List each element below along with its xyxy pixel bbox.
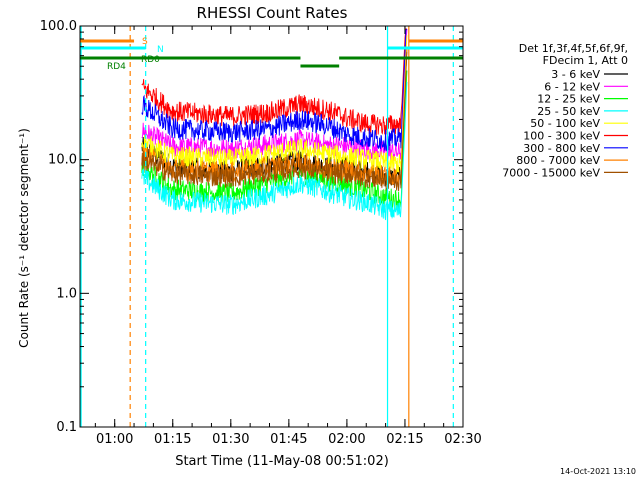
- legend-label-5: 100 - 300 keV: [523, 130, 600, 143]
- footer-date: 14-Oct-2021 13:10: [560, 467, 636, 476]
- legend-header-0: Det 1f,3f,4f,5f,6f,9f,: [519, 42, 628, 55]
- flag-label-3: RD0: [141, 55, 160, 65]
- legend-label-7: 800 - 7000 keV: [516, 154, 600, 167]
- y-tick-label-1: 1.0: [56, 286, 77, 301]
- legend-header-1: FDecim 1, Att 0: [543, 54, 628, 67]
- chart-title: RHESSI Count Rates: [197, 4, 348, 22]
- series-line-3: [141, 81, 408, 221]
- flag-label-0: S: [142, 37, 148, 47]
- series-line-8: [141, 51, 408, 192]
- y-tick-label-2: 10.0: [48, 153, 77, 168]
- flag-label-2: RD4: [107, 62, 126, 72]
- legend-label-2: 12 - 25 keV: [537, 93, 600, 106]
- x-tick-label-3: 01:45: [270, 432, 307, 447]
- x-axis-label: Start Time (11-May-08 00:51:02): [175, 454, 389, 469]
- series-line-4: [141, 35, 408, 174]
- y-tick-label-0: 0.1: [56, 420, 77, 435]
- x-tick-label-1: 01:15: [154, 432, 191, 447]
- plot-frame: [79, 25, 464, 428]
- x-tick-label-5: 02:15: [386, 432, 423, 447]
- y-axis-label: Count Rate (s⁻¹ detector segment⁻¹): [17, 128, 31, 348]
- legend-label-8: 7000 - 15000 keV: [502, 166, 600, 179]
- series-line-5: [141, 28, 407, 136]
- flag-label-1: N: [157, 45, 164, 55]
- legend-label-0: 3 - 6 keV: [551, 68, 600, 81]
- axes: 01:00 01:15 01:30 01:45 02:00 02:15 02:30 0.1 1.…: [40, 19, 482, 447]
- x-tick-label-4: 02:00: [328, 432, 365, 447]
- legend-label-6: 300 - 800 keV: [523, 142, 600, 155]
- x-tick-label-6: 02:30: [444, 432, 481, 447]
- legend-label-1: 6 - 12 keV: [544, 80, 600, 93]
- x-tick-label-2: 01:30: [212, 432, 249, 447]
- series-line-1: [141, 28, 408, 162]
- x-tick-label-0: 01:00: [96, 432, 133, 447]
- plot-area: SN RD4 RD0: [80, 26, 463, 427]
- legend-label-3: 25 - 50 keV: [537, 105, 600, 118]
- y-tick-label-3: 100.0: [40, 19, 77, 34]
- legend: Det 1f,3f,4f,5f,6f,9f,FDecim 1, Att 03 -…: [502, 42, 628, 179]
- series-line-6: [141, 28, 408, 151]
- legend-label-4: 50 - 100 keV: [530, 117, 600, 130]
- series-line-2: [141, 70, 408, 210]
